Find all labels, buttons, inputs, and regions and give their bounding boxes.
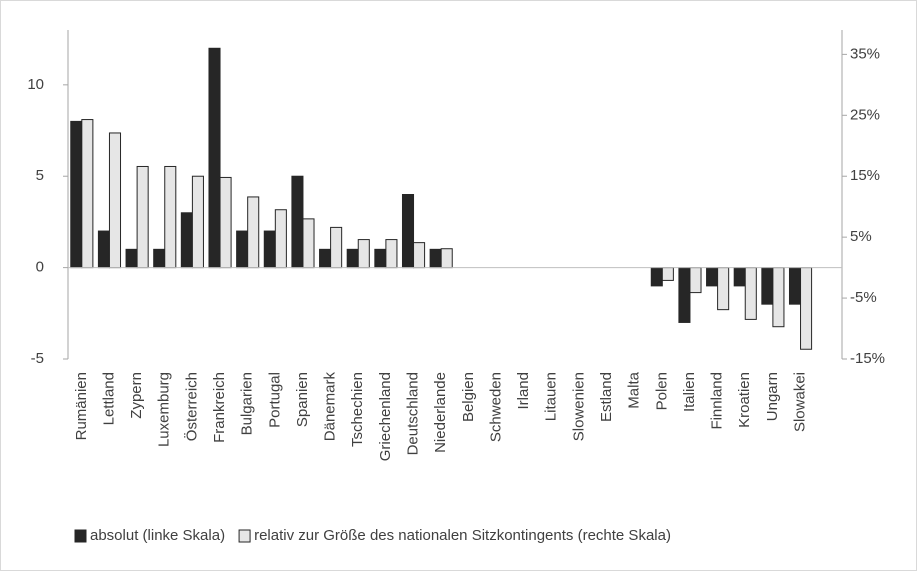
x-tick-label: Polen [653,372,670,410]
x-tick-label: Malta [626,371,643,408]
y-tick-label: -5 [31,350,44,367]
x-tick-label: Italien [681,372,698,412]
bar [302,218,315,269]
x-tick-label: Slowenien [570,372,587,441]
x-tick-label: Luxemburg [156,372,173,447]
x-tick-label: Schweden [487,372,504,442]
legend-label: relativ zur Größe des nationalen Sitzkon… [254,527,671,544]
x-tick-label: Estland [598,372,615,422]
bar [108,132,122,269]
x-tick-label: Lettland [100,372,117,425]
bar [247,196,260,269]
x-tick-label: Ungarn [764,372,781,421]
x-tick-label: Österreich [182,372,200,441]
y-tick-label: 0 [36,259,44,276]
bar [319,248,332,269]
x-tick-label: Dänemark [322,372,339,442]
bar [429,248,442,269]
x-tick-label: Niederlande [432,372,449,453]
x-tick-label: Griechenland [377,372,394,461]
bar [164,165,177,269]
bar [291,175,304,269]
bar [97,230,110,269]
x-tick-label: Spanien [294,372,311,427]
bar [219,176,232,269]
bar [136,165,149,269]
x-tick-label: Bulgarien [239,372,256,435]
x-tick-label: Finnland [709,372,726,430]
y2-tick-label: 5% [850,228,872,245]
y-tick-label: 5 [36,167,44,184]
bar [274,209,287,269]
bar [385,239,398,269]
bar [761,267,774,305]
bar [413,242,426,269]
x-tick-label: Irland [515,372,532,410]
y2-tick-label: 15% [850,167,880,184]
bar [678,267,691,323]
x-tick-label: Slowakei [792,372,809,432]
bar [772,267,785,328]
y2-tick-label: -5% [850,289,877,306]
x-tick-label: Zypern [128,372,145,419]
bar [374,248,387,269]
bar [81,119,94,269]
legend-swatch [74,529,87,543]
bar [800,267,813,350]
bar [191,175,204,269]
bar [180,212,193,269]
x-tick-label: Frankreich [211,372,228,443]
bar [440,248,453,269]
bar [70,120,83,269]
x-tick-label: Deutschland [405,372,422,455]
bar [661,267,674,281]
x-tick-label: Tschechien [349,372,366,447]
bar [733,267,746,287]
bar [346,248,359,269]
bar [330,226,343,269]
bar [263,230,276,269]
legend-swatch [238,529,251,543]
bar [744,267,757,320]
x-tick-label: Belgien [460,372,477,422]
bar [236,230,249,269]
bar [788,267,802,305]
x-tick-label: Kroatien [736,372,753,428]
bar [650,267,663,287]
bar [208,47,221,269]
x-tick-label: Portugal [266,372,283,428]
y-tick-label: 10 [27,76,44,93]
bar [717,267,730,311]
y2-tick-label: -15% [850,350,885,367]
bar [689,267,702,294]
y2-tick-label: 25% [850,106,880,123]
bar [125,248,138,269]
bar [706,267,719,287]
bar [357,239,370,269]
x-tick-label: Litauen [543,372,560,421]
bar [153,248,166,269]
legend-label: absolut (linke Skala) [90,527,225,544]
x-tick-label: Rumänien [73,372,90,440]
bar [401,194,415,269]
y2-tick-label: 35% [850,45,880,62]
